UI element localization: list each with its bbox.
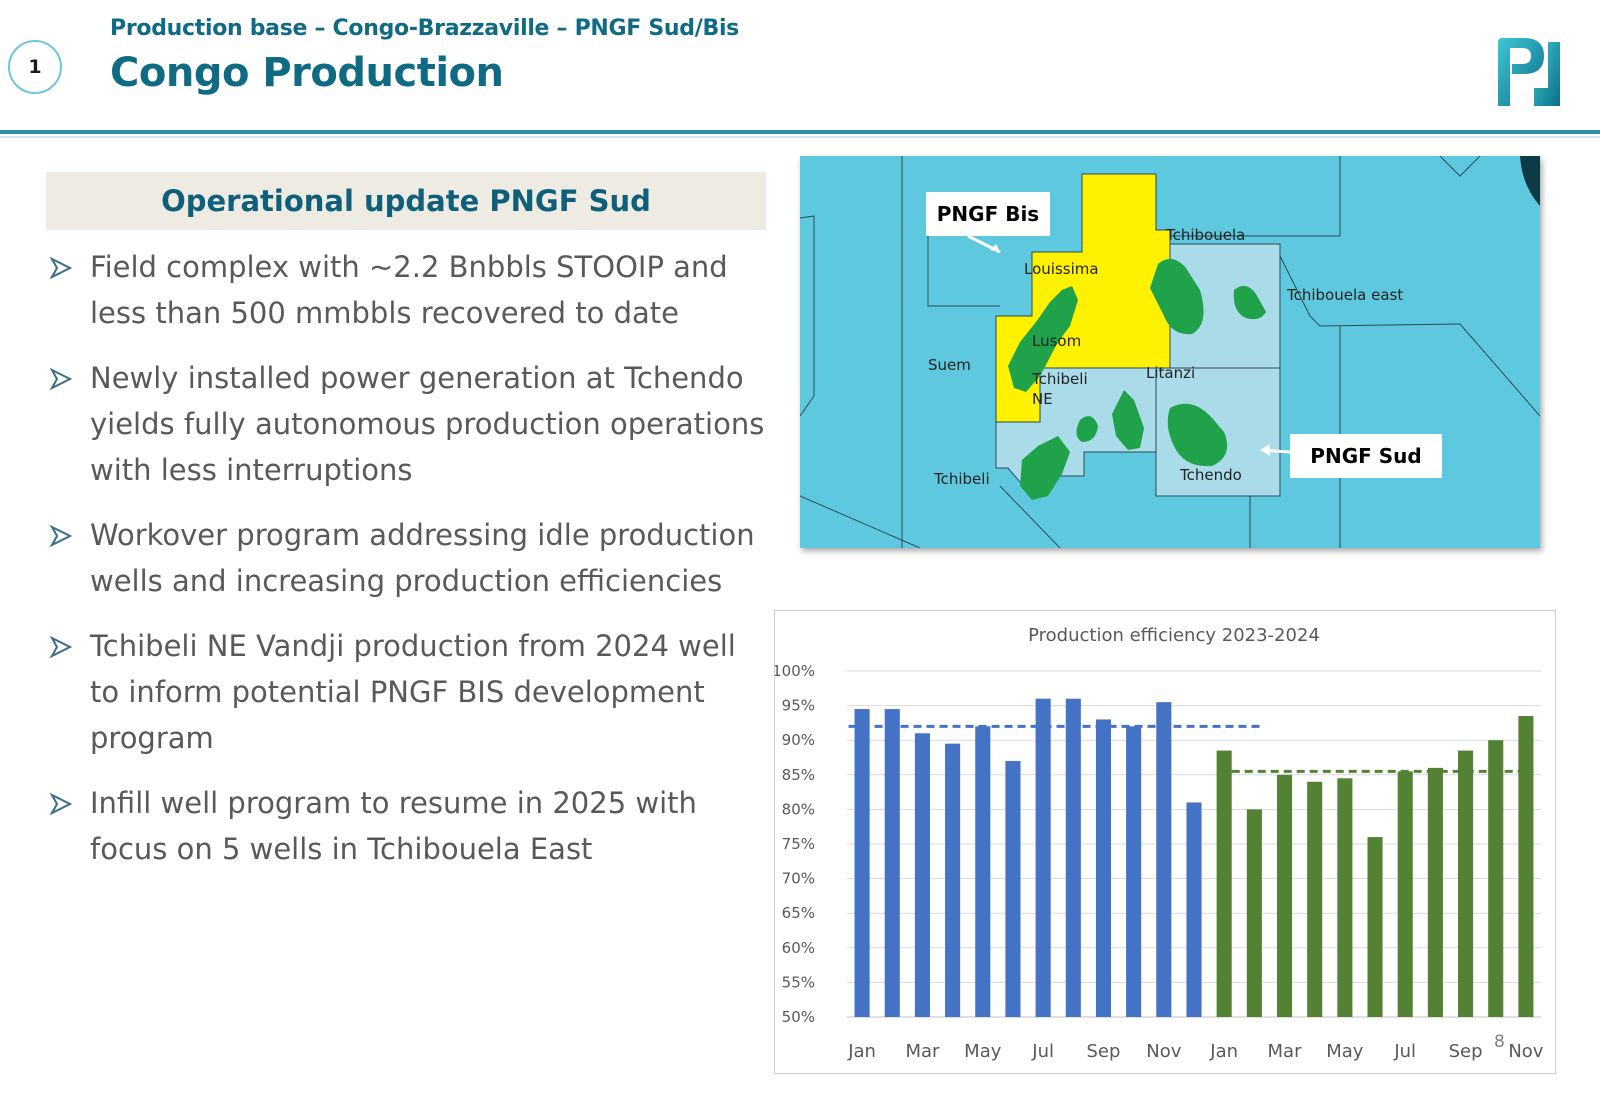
map-label-tchibeli: Tchibeli: [933, 470, 990, 488]
bar-2-mar: [1276, 774, 1293, 1017]
bar-2-jun: [1367, 837, 1383, 1017]
list-item: Tchibeli NE Vandji production from 2024 …: [46, 623, 766, 761]
company-logo: [1498, 38, 1560, 106]
panel-heading: Operational update PNGF Sud: [46, 172, 766, 230]
bar-2-feb: [1246, 809, 1262, 1017]
bar-1-jan: [854, 709, 870, 1017]
production-efficiency-chart: Production efficiency 2023-2024 100% 95% 90…: [774, 610, 1556, 1074]
x-tick-label: Jan: [847, 1041, 876, 1062]
map-label-tchibouela: Tchibouela: [1165, 226, 1245, 244]
x-tick-label: Jan: [1209, 1041, 1238, 1062]
page-title: Congo Production: [110, 50, 504, 96]
chart-title: Production efficiency 2023-2024: [1028, 625, 1320, 646]
bar-1-jun: [1005, 760, 1021, 1017]
bar-2-aug: [1427, 767, 1443, 1017]
y-tick-label: 100%: [775, 662, 815, 680]
y-tick-label: 80%: [782, 800, 815, 818]
y-tick-label: 60%: [782, 939, 815, 957]
bullet-list: Field complex with ~2.2 Bnbbls STOOIP an…: [46, 244, 766, 891]
map-label-tchendo: Tchendo: [1179, 466, 1242, 484]
map-label-tchibeli-ne: Tchibeli: [1031, 370, 1088, 388]
y-tick-label: 65%: [782, 904, 815, 922]
bar-1-nov: [1156, 702, 1172, 1017]
x-tick-label: Mar: [1268, 1041, 1303, 1062]
x-tick-label: Sep: [1449, 1041, 1483, 1062]
x-tick-label: Nov: [1508, 1041, 1543, 1062]
bar-2-sep: [1458, 750, 1474, 1017]
x-tick-label: Sep: [1087, 1041, 1121, 1062]
map-label-tchibeli-ne-2: NE: [1032, 390, 1053, 408]
field-tchibouela: [1150, 258, 1204, 335]
arrow-bullet-icon: [50, 525, 72, 547]
list-item: Newly installed power generation at Tche…: [46, 355, 766, 493]
arrow-bullet-icon: [50, 793, 72, 815]
x-tick-label: May: [1326, 1041, 1364, 1062]
bar-1-aug: [1065, 698, 1081, 1017]
y-tick-label: 90%: [782, 731, 815, 749]
y-tick-label: 70%: [782, 870, 815, 888]
x-tick-label: Nov: [1146, 1041, 1181, 1062]
field-tchibouela-2: [1233, 285, 1266, 320]
list-item: Infill well program to resume in 2025 wi…: [46, 780, 766, 872]
bar-1-sep: [1095, 719, 1112, 1017]
bar-2-oct: [1488, 740, 1504, 1017]
bullet-text: Workover program addressing idle product…: [90, 518, 755, 598]
header-rule-shadow: [0, 136, 1600, 138]
section-number-badge: 1: [8, 40, 62, 94]
bar-1-feb: [884, 709, 900, 1017]
map-label-suem: Suem: [928, 356, 971, 374]
callout-pngf-sud: PNGF Sud: [1290, 434, 1442, 478]
concession-map: Tchibouela Tchibouela east Louissima Lus…: [800, 156, 1540, 548]
map-label-lusom: Lusom: [1032, 332, 1081, 350]
bar-2-may: [1337, 778, 1353, 1017]
y-tick-label: 85%: [782, 766, 815, 784]
arrow-head-icon: [990, 244, 1000, 252]
bar-2-jan: [1216, 750, 1232, 1017]
header-rule: [0, 130, 1600, 134]
bar-1-dec: [1186, 802, 1202, 1017]
bullet-text: Tchibeli NE Vandji production from 2024 …: [90, 629, 736, 755]
y-tick-label: 55%: [782, 973, 815, 991]
bar-1-oct: [1126, 726, 1142, 1017]
arrow-head-icon: [1260, 444, 1270, 456]
field-tchibeli-east: [1076, 416, 1098, 442]
bar-1-jul: [1035, 698, 1051, 1017]
bullet-text: Infill well program to resume in 2025 wi…: [90, 786, 697, 866]
page-number: 8: [1494, 1032, 1505, 1052]
bar-1-may: [975, 726, 991, 1017]
bar-1-mar: [914, 733, 930, 1017]
map-label-louissima: Louissima: [1024, 260, 1099, 278]
arrow-bullet-icon: [50, 257, 72, 279]
bullet-text: Newly installed power generation at Tche…: [90, 361, 765, 487]
bullet-text: Field complex with ~2.2 Bnbbls STOOIP an…: [90, 250, 728, 330]
arrow-bullet-icon: [50, 368, 72, 390]
map-label-tchibouela-east: Tchibouela east: [1286, 286, 1403, 304]
y-tick-label: 95%: [782, 697, 815, 715]
y-tick-label: 75%: [782, 835, 815, 853]
map-land-corner: [1520, 156, 1540, 206]
x-tick-label: Jul: [1393, 1041, 1416, 1062]
x-tick-label: Jul: [1031, 1041, 1054, 1062]
list-item: Field complex with ~2.2 Bnbbls STOOIP an…: [46, 244, 766, 336]
bar-1-apr: [945, 743, 961, 1017]
field-tchibeli: [1020, 436, 1070, 500]
bar-2-jul: [1397, 771, 1413, 1017]
page-subtitle: Production base – Congo-Brazzaville – PN…: [110, 16, 739, 41]
chart-canvas: Production efficiency 2023-2024 100% 95% 90…: [775, 625, 1544, 1062]
field-tchendo: [1167, 403, 1228, 467]
list-item: Workover program addressing idle product…: [46, 512, 766, 604]
x-tick-label: May: [964, 1041, 1002, 1062]
arrow-bullet-icon: [50, 636, 72, 658]
x-tick-label: Mar: [905, 1041, 940, 1062]
field-tchibeli-ne: [1112, 390, 1144, 450]
section-number: 1: [28, 56, 42, 78]
map-label-litanzi: Litanzi: [1146, 364, 1195, 382]
y-tick-label: 50%: [782, 1008, 815, 1026]
bar-2-nov: [1518, 715, 1534, 1017]
bar-2-apr: [1307, 781, 1323, 1017]
callout-pngf-bis: PNGF Bis: [926, 192, 1050, 236]
field-lusom: [1008, 286, 1078, 392]
